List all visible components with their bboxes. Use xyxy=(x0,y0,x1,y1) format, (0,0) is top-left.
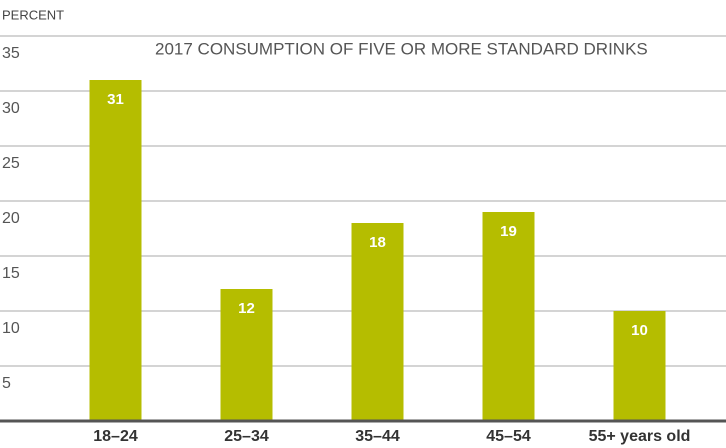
y-tick-label: 15 xyxy=(2,265,20,282)
bar xyxy=(220,289,273,421)
value-label: 10 xyxy=(631,322,648,339)
x-tick-label: 45–54 xyxy=(486,428,531,445)
y-tick-label: 30 xyxy=(2,100,20,117)
bar xyxy=(89,80,142,421)
value-label: 31 xyxy=(107,91,124,108)
y-tick-label: 20 xyxy=(2,210,20,227)
x-tick-label: 25–34 xyxy=(224,428,269,445)
bar xyxy=(482,212,535,421)
bar xyxy=(613,311,666,421)
y-axis-label: PERCENT xyxy=(2,7,64,22)
x-tick-label: 55+ years old xyxy=(589,428,691,445)
value-label: 12 xyxy=(238,300,255,317)
bar xyxy=(351,223,404,421)
y-tick-label: 10 xyxy=(2,320,20,337)
x-tick-label: 35–44 xyxy=(355,428,400,445)
y-tick-label: 25 xyxy=(2,155,20,172)
y-tick-label: 5 xyxy=(2,375,11,392)
y-tick-label: 35 xyxy=(2,45,20,62)
chart-title: 2017 CONSUMPTION OF FIVE OR MORE STANDAR… xyxy=(155,39,648,58)
x-tick-label: 18–24 xyxy=(93,428,138,445)
value-label: 18 xyxy=(369,234,386,251)
value-label: 19 xyxy=(500,223,517,240)
